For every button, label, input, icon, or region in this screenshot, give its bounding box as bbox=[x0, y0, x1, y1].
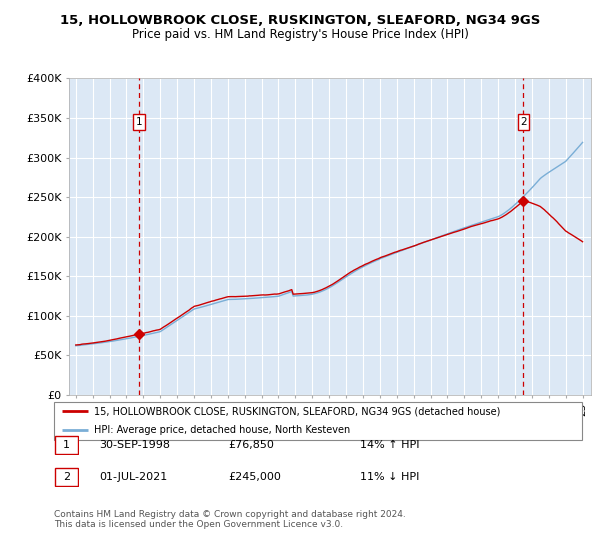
Text: 14% ↑ HPI: 14% ↑ HPI bbox=[360, 440, 419, 450]
Text: 1: 1 bbox=[136, 117, 142, 127]
FancyBboxPatch shape bbox=[55, 436, 78, 454]
Text: 01-JUL-2021: 01-JUL-2021 bbox=[99, 472, 167, 482]
Text: £76,850: £76,850 bbox=[228, 440, 274, 450]
Text: 15, HOLLOWBROOK CLOSE, RUSKINGTON, SLEAFORD, NG34 9GS: 15, HOLLOWBROOK CLOSE, RUSKINGTON, SLEAF… bbox=[60, 14, 540, 27]
Text: HPI: Average price, detached house, North Kesteven: HPI: Average price, detached house, Nort… bbox=[94, 425, 350, 435]
Text: Price paid vs. HM Land Registry's House Price Index (HPI): Price paid vs. HM Land Registry's House … bbox=[131, 28, 469, 41]
FancyBboxPatch shape bbox=[55, 468, 78, 486]
Text: 15, HOLLOWBROOK CLOSE, RUSKINGTON, SLEAFORD, NG34 9GS (detached house): 15, HOLLOWBROOK CLOSE, RUSKINGTON, SLEAF… bbox=[94, 406, 500, 416]
Text: 2: 2 bbox=[63, 472, 70, 482]
Text: 30-SEP-1998: 30-SEP-1998 bbox=[99, 440, 170, 450]
Text: £245,000: £245,000 bbox=[228, 472, 281, 482]
FancyBboxPatch shape bbox=[54, 402, 582, 440]
Text: 11% ↓ HPI: 11% ↓ HPI bbox=[360, 472, 419, 482]
Text: 1: 1 bbox=[63, 440, 70, 450]
Text: 2: 2 bbox=[520, 117, 527, 127]
Text: Contains HM Land Registry data © Crown copyright and database right 2024.
This d: Contains HM Land Registry data © Crown c… bbox=[54, 510, 406, 529]
